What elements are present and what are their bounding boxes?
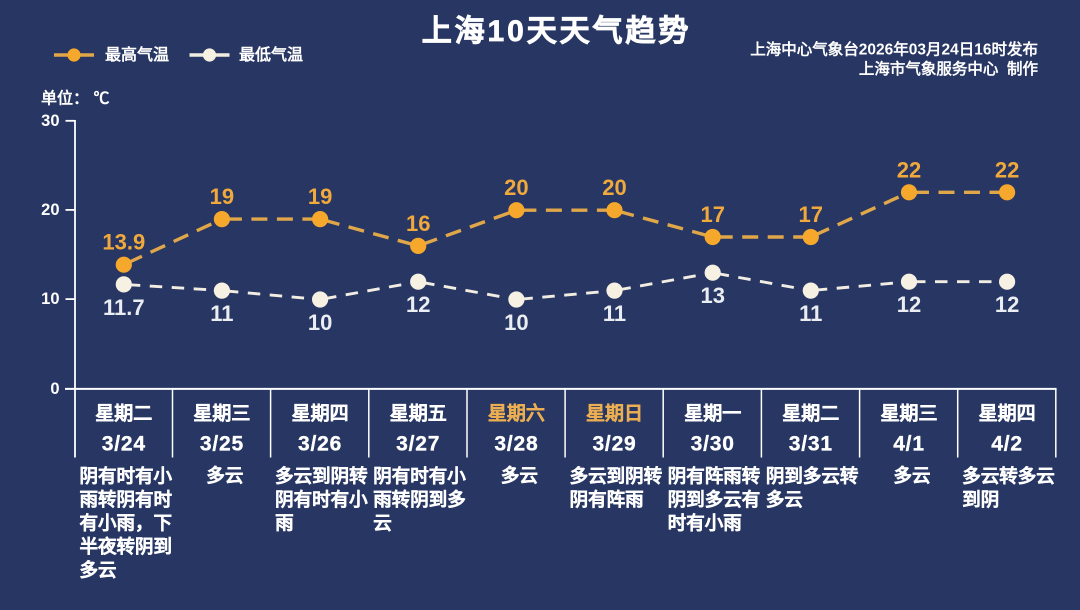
svg-text:30: 30	[41, 112, 59, 130]
svg-text:阴有时有小雨转阴有时有小雨，下半夜转阴到多云: 阴有时有小雨转阴有时有小雨，下半夜转阴到多云	[80, 465, 173, 580]
svg-text:19: 19	[210, 184, 234, 209]
svg-text:阴有阵雨转阴到多云有时有小雨: 阴有阵雨转阴到多云有时有小雨	[668, 465, 761, 533]
svg-text:阴到多云转多云: 阴到多云转多云	[766, 465, 859, 510]
svg-text:星期四: 星期四	[292, 403, 349, 425]
svg-text:阴有时有小雨转阴到多云: 阴有时有小雨转阴到多云	[373, 465, 466, 533]
svg-text:22: 22	[995, 157, 1019, 182]
svg-text:星期四: 星期四	[979, 403, 1036, 425]
svg-text:最高气温: 最高气温	[105, 45, 169, 64]
svg-text:星期三: 星期三	[880, 403, 937, 425]
svg-text:星期日: 星期日	[586, 403, 643, 425]
svg-text:13: 13	[700, 283, 724, 308]
svg-text:星期三: 星期三	[193, 403, 250, 425]
svg-text:10: 10	[504, 310, 528, 335]
svg-text:星期一: 星期一	[684, 403, 741, 425]
svg-text:3/29: 3/29	[592, 433, 636, 456]
svg-text:4/2: 4/2	[991, 433, 1023, 456]
svg-text:星期二: 星期二	[95, 403, 152, 425]
svg-text:多云转多云到阴: 多云转多云到阴	[962, 465, 1055, 510]
svg-text:3/30: 3/30	[691, 433, 735, 456]
svg-text:10: 10	[308, 310, 332, 335]
svg-text:12: 12	[897, 292, 921, 317]
svg-text:11: 11	[603, 301, 626, 326]
svg-text:0: 0	[50, 380, 59, 398]
svg-text:星期五: 星期五	[390, 403, 447, 425]
svg-text:多云到阴转阴有时有小雨: 多云到阴转阴有时有小雨	[275, 465, 368, 533]
svg-text:11: 11	[210, 301, 233, 326]
svg-text:19: 19	[308, 184, 332, 209]
svg-text:17: 17	[700, 202, 724, 227]
svg-text:20: 20	[41, 201, 59, 219]
svg-text:3/25: 3/25	[200, 433, 244, 456]
svg-text:10: 10	[41, 290, 59, 308]
svg-text:上海中心气象台2026年03月24日16时发布: 上海中心气象台2026年03月24日16时发布	[750, 40, 1038, 59]
svg-text:多云: 多云	[206, 465, 243, 486]
svg-text:多云: 多云	[893, 465, 930, 486]
svg-text:20: 20	[602, 175, 626, 200]
svg-text:3/28: 3/28	[494, 433, 538, 456]
svg-text:3/27: 3/27	[396, 433, 440, 456]
svg-text:多云到阴转阴有阵雨: 多云到阴转阴有阵雨	[570, 465, 663, 510]
svg-text:星期二: 星期二	[782, 403, 839, 425]
svg-text:22: 22	[897, 157, 921, 182]
svg-text:17: 17	[799, 202, 823, 227]
svg-text:13.9: 13.9	[102, 230, 145, 255]
svg-text:3/31: 3/31	[789, 433, 833, 456]
svg-text:3/24: 3/24	[102, 433, 146, 456]
svg-text:11: 11	[799, 301, 822, 326]
svg-text:上海市气象服务中心 制作: 上海市气象服务中心 制作	[859, 59, 1039, 78]
svg-text:12: 12	[995, 292, 1019, 317]
svg-text:20: 20	[504, 175, 528, 200]
svg-text:3/26: 3/26	[298, 433, 342, 456]
svg-text:多云: 多云	[501, 465, 538, 486]
svg-text:16: 16	[406, 211, 430, 236]
svg-text:11.7: 11.7	[103, 295, 145, 320]
svg-text:12: 12	[406, 292, 430, 317]
svg-text:单位： ℃: 单位： ℃	[41, 89, 109, 108]
svg-text:4/1: 4/1	[893, 433, 925, 456]
svg-text:最低气温: 最低气温	[239, 45, 303, 64]
svg-text:星期六: 星期六	[488, 402, 545, 425]
svg-text:上海10天天气趋势: 上海10天天气趋势	[422, 15, 691, 48]
